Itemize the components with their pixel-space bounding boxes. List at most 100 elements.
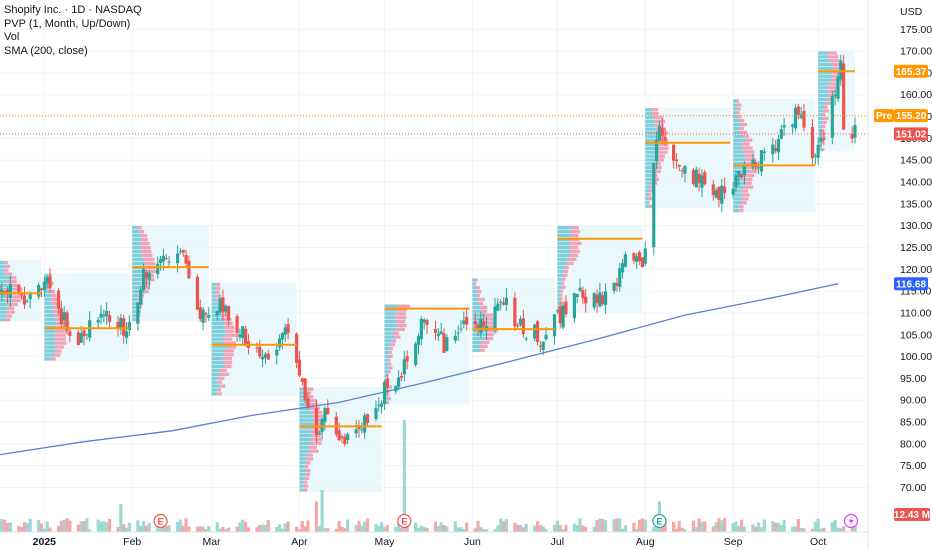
candle <box>697 167 701 192</box>
profile-row-down <box>9 299 21 303</box>
profile-row-down <box>222 357 232 361</box>
candle-body <box>122 318 126 336</box>
time-tick-label: 2025 <box>33 536 57 548</box>
candle-body <box>839 60 843 80</box>
profile-row-down <box>217 392 222 396</box>
profile-row-down <box>736 111 740 115</box>
profile-row-down <box>307 387 314 391</box>
profile-row-down <box>648 196 653 201</box>
volume-bar <box>711 526 715 532</box>
time-axis[interactable]: 2025 Feb Mar Apr May Jun Jul Aug Sep Oct <box>33 536 827 548</box>
candle <box>771 138 775 163</box>
volume-bar <box>456 527 460 532</box>
profile-row-down <box>562 277 566 281</box>
volume-bar <box>717 518 721 532</box>
profile-row-down <box>564 265 569 269</box>
profile-row-down <box>52 309 63 314</box>
profile-row-up <box>211 353 225 357</box>
legend-indicator-sma[interactable]: SMA (200, close) <box>4 44 88 57</box>
profile-row-up <box>645 139 657 143</box>
candle-body <box>513 297 517 327</box>
profile-row-down <box>221 313 228 318</box>
volume-bar <box>850 527 854 532</box>
candle-body <box>762 151 766 153</box>
candle-body <box>184 255 188 264</box>
candle <box>147 270 151 290</box>
candle-body <box>419 318 423 340</box>
candle-body <box>433 328 438 334</box>
profile-row-up <box>818 117 824 121</box>
lightning-icon[interactable] <box>843 513 859 529</box>
profile-row-down <box>308 402 319 407</box>
candle <box>618 263 622 292</box>
candle-body <box>141 269 146 291</box>
profile-row-up <box>0 299 10 303</box>
profile-row-up <box>384 327 396 331</box>
candle <box>595 289 599 313</box>
profile-row-up <box>733 158 745 162</box>
volume-bar <box>683 529 687 532</box>
volume-bar <box>776 522 781 532</box>
candle <box>723 177 727 199</box>
candle-body <box>422 319 426 323</box>
volume-bar <box>677 520 681 532</box>
legend-symbol[interactable]: Shopify Inc. · 1D · NASDAQ <box>4 4 142 16</box>
price-tick-label: 170.00 <box>900 46 932 58</box>
profile-row-down <box>306 395 314 399</box>
candle-body <box>235 316 239 334</box>
candle-body <box>779 129 783 139</box>
profile-row-down <box>137 225 142 230</box>
profile-row-up <box>211 372 221 376</box>
candle-body <box>700 175 704 188</box>
candle-body <box>465 316 469 325</box>
profile-row-up <box>645 119 656 123</box>
volume-bar <box>394 526 398 532</box>
profile-row-down <box>8 302 18 307</box>
candle <box>493 298 497 334</box>
candle-body <box>533 324 537 339</box>
profile-row-up <box>132 269 147 274</box>
profile-row-down <box>390 343 396 347</box>
candle-body <box>703 172 707 185</box>
legend-indicator-pvp[interactable]: PVP (1, Month, Up/Down) <box>4 17 131 30</box>
profile-row-down <box>54 333 66 337</box>
profile-row-down <box>743 134 750 138</box>
profile-row-down <box>570 253 579 258</box>
volume-bar <box>363 521 367 532</box>
candle-body <box>555 310 559 312</box>
profile-row-down <box>821 128 825 132</box>
profile-row-up <box>818 86 829 90</box>
candle-body <box>660 127 664 136</box>
candle <box>501 297 506 306</box>
profile-row-up <box>299 449 311 453</box>
profile-row-down <box>224 349 235 353</box>
candle-body <box>842 63 846 130</box>
time-tick-label: Jun <box>464 536 481 548</box>
candle <box>119 313 123 335</box>
legend-indicator-vol[interactable]: Vol <box>4 31 20 43</box>
volume-bar <box>374 523 378 532</box>
volume-bar <box>156 524 160 532</box>
price-axis[interactable]: 70.00 75.00 80.00 85.00 90.00 95.00 100.00 105.… <box>900 24 932 494</box>
profile-row-down <box>833 66 844 71</box>
profile-row-down <box>560 293 563 297</box>
profile-row-up <box>733 99 737 103</box>
time-tick-label: Jul <box>551 536 564 548</box>
volume-bar <box>703 521 707 532</box>
candle-body <box>278 338 282 348</box>
profile-row-up <box>0 272 5 276</box>
candle <box>158 255 163 271</box>
volume-bar <box>521 527 525 532</box>
profile-row-up <box>299 422 314 426</box>
profile-row-down <box>306 453 313 457</box>
candle <box>538 340 542 353</box>
candle-body <box>363 415 367 433</box>
profile-row-down <box>478 297 485 302</box>
profile-row-down <box>742 193 750 197</box>
profile-row-down <box>140 241 150 246</box>
volume-bar <box>564 524 568 532</box>
profile-row-up <box>733 146 743 150</box>
candle <box>830 90 834 145</box>
candle-body <box>25 301 29 303</box>
